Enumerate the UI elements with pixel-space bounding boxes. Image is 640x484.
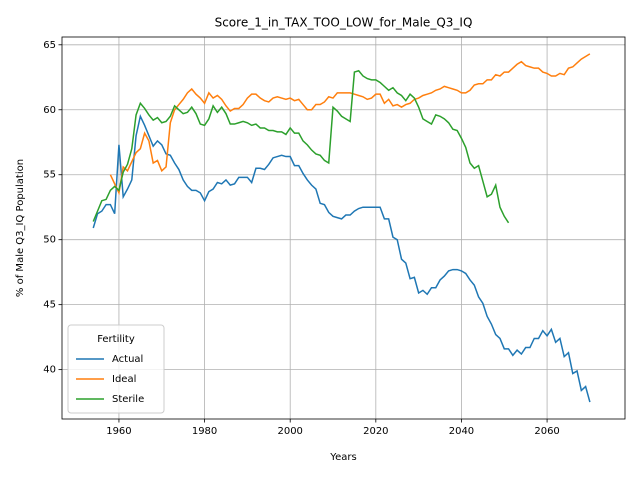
y-tick-label: 45 (43, 300, 56, 311)
y-tick-label: 55 (43, 170, 56, 181)
x-tick-label: 1960 (106, 426, 131, 437)
line-series (109, 53, 591, 196)
chart-title: Score_1_in_TAX_TOO_LOW_for_Male_Q3_IQ (215, 16, 473, 30)
y-tick-label: 40 (43, 365, 56, 376)
y-tick-label: 50 (43, 235, 56, 246)
axes-frame (61, 36, 626, 420)
x-tick-label: 2020 (363, 426, 388, 437)
y-axis-label: % of Male Q3_IQ Population (15, 159, 26, 297)
x-tick-label: 2000 (277, 426, 302, 437)
legend-label: Ideal (112, 374, 136, 385)
x-tick-label: 1980 (192, 426, 217, 437)
legend-title: Fertility (97, 334, 135, 345)
legend-label: Actual (112, 354, 143, 365)
line-series (92, 113, 591, 403)
x-tick-label: 2060 (534, 426, 559, 437)
x-axis-label: Years (329, 452, 356, 463)
y-tick-label: 60 (43, 105, 56, 116)
line-series (92, 69, 510, 224)
x-tick-label: 2040 (449, 426, 474, 437)
legend-label: Sterile (112, 394, 144, 405)
legend-box (67, 324, 165, 414)
y-tick-label: 65 (43, 40, 56, 51)
